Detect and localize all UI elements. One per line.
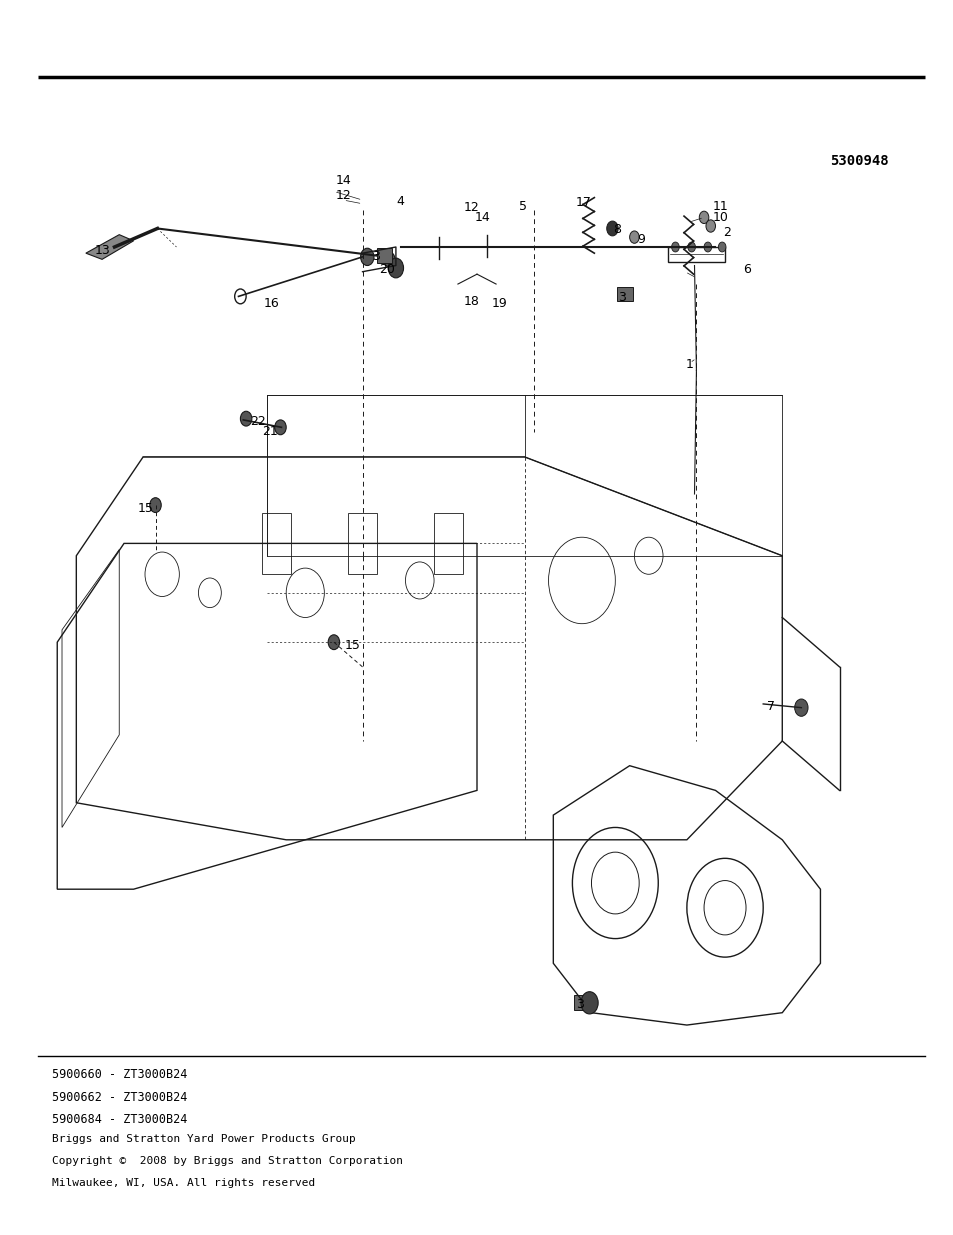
- Text: 19: 19: [492, 298, 507, 310]
- Circle shape: [360, 248, 374, 266]
- Circle shape: [703, 242, 711, 252]
- Text: 14: 14: [335, 174, 351, 186]
- Text: 3: 3: [618, 291, 625, 304]
- Text: 12: 12: [463, 201, 478, 214]
- Circle shape: [794, 699, 807, 716]
- Circle shape: [274, 420, 286, 435]
- Text: 1: 1: [685, 358, 693, 370]
- Circle shape: [388, 258, 403, 278]
- Text: 11: 11: [712, 200, 727, 212]
- Text: 14: 14: [475, 211, 490, 224]
- Text: 22: 22: [250, 415, 265, 427]
- Circle shape: [606, 221, 618, 236]
- Circle shape: [150, 498, 161, 513]
- Text: 3: 3: [372, 251, 379, 263]
- FancyBboxPatch shape: [376, 248, 392, 263]
- Text: 5900684 - ZT3000B24: 5900684 - ZT3000B24: [52, 1113, 188, 1126]
- Circle shape: [699, 211, 708, 224]
- Text: 8: 8: [613, 224, 620, 236]
- Text: 5900662 - ZT3000B24: 5900662 - ZT3000B24: [52, 1091, 188, 1104]
- Polygon shape: [86, 235, 133, 259]
- Text: 7: 7: [766, 700, 774, 713]
- Circle shape: [705, 220, 715, 232]
- Text: 20: 20: [379, 263, 395, 275]
- Text: 16: 16: [264, 298, 279, 310]
- Circle shape: [671, 242, 679, 252]
- Text: 13: 13: [95, 245, 111, 257]
- Text: 10: 10: [712, 211, 727, 224]
- Text: 3: 3: [576, 998, 583, 1010]
- Text: 17: 17: [576, 196, 591, 209]
- Text: 9: 9: [637, 233, 644, 246]
- Text: 15: 15: [138, 503, 153, 515]
- Text: Copyright ©  2008 by Briggs and Stratton Corporation: Copyright © 2008 by Briggs and Stratton …: [52, 1156, 403, 1166]
- FancyBboxPatch shape: [574, 995, 589, 1010]
- Circle shape: [718, 242, 725, 252]
- FancyBboxPatch shape: [617, 287, 632, 301]
- Text: 5: 5: [518, 200, 526, 212]
- Circle shape: [383, 252, 395, 267]
- Circle shape: [580, 992, 598, 1014]
- Text: 4: 4: [396, 195, 404, 207]
- Circle shape: [629, 231, 639, 243]
- Text: 15: 15: [345, 640, 360, 652]
- Circle shape: [328, 635, 339, 650]
- Text: 2: 2: [722, 226, 730, 238]
- Text: 5300948: 5300948: [829, 154, 887, 168]
- Text: 12: 12: [335, 189, 351, 201]
- Text: Briggs and Stratton Yard Power Products Group: Briggs and Stratton Yard Power Products …: [52, 1134, 355, 1144]
- Text: 5900660 - ZT3000B24: 5900660 - ZT3000B24: [52, 1068, 188, 1082]
- Text: Milwaukee, WI, USA. All rights reserved: Milwaukee, WI, USA. All rights reserved: [52, 1178, 315, 1188]
- Text: 21: 21: [262, 425, 277, 437]
- Circle shape: [240, 411, 252, 426]
- Text: 6: 6: [742, 263, 750, 275]
- Circle shape: [687, 242, 695, 252]
- Text: 18: 18: [463, 295, 478, 308]
